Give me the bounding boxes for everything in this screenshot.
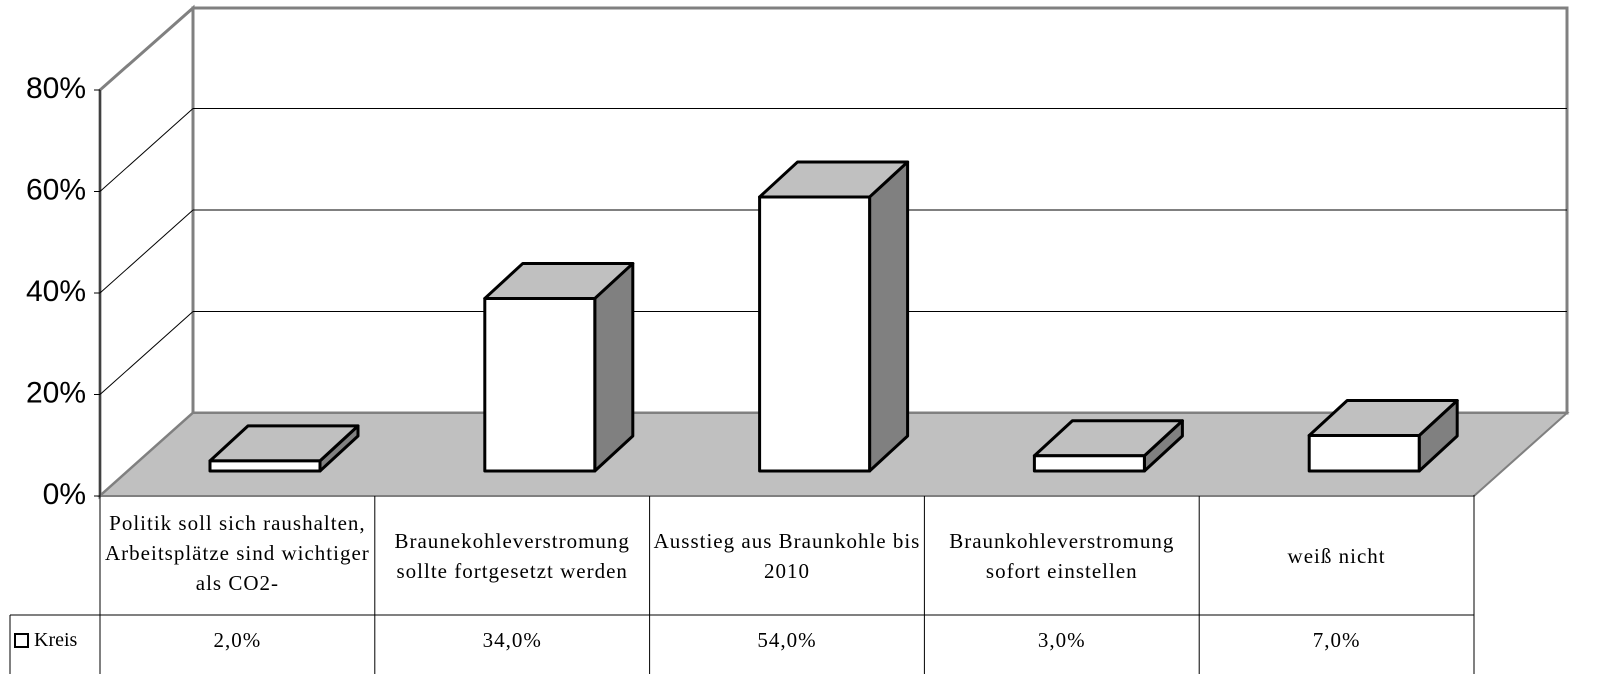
legend-entry: Kreis [10, 615, 100, 665]
bar-front [1307, 433, 1421, 473]
grid-line [99, 209, 194, 294]
grid-line [99, 108, 194, 192]
value-label: 7,0% [1312, 628, 1361, 652]
bar [758, 160, 910, 473]
category-label: Braunkohleverstromung sofort einstellen [949, 528, 1175, 583]
y-tick-label: 20% [26, 376, 86, 409]
bar [1307, 398, 1459, 473]
grid-line [99, 311, 194, 395]
bar-side [868, 160, 910, 473]
y-tick-label: 80% [26, 72, 86, 105]
bar-front [1032, 454, 1146, 473]
category-label: Politik soll sich raushalten, Arbeitsplä… [105, 511, 370, 595]
category-label: Braunekohleverstromung sollte fortgesetz… [394, 528, 630, 583]
bar [1032, 419, 1184, 473]
category-label: Ausstieg aus Braunkohle bis 2010 [653, 528, 921, 583]
bar-front [758, 195, 872, 473]
y-tick-label: 0% [43, 478, 86, 511]
bar [208, 424, 360, 473]
bar [483, 261, 635, 473]
value-label: 2,0% [213, 628, 262, 652]
bar-front [483, 296, 597, 473]
y-tick-label: 40% [26, 275, 86, 308]
bar-front [208, 459, 322, 473]
category-label: weiß nicht [1287, 543, 1386, 568]
legend-swatch [14, 632, 29, 648]
legend-label: Kreis [34, 629, 78, 651]
value-label: 34,0% [482, 628, 542, 652]
value-label: 54,0% [757, 628, 817, 652]
value-label: 3,0% [1037, 628, 1086, 652]
y-tick-label: 60% [26, 173, 86, 206]
